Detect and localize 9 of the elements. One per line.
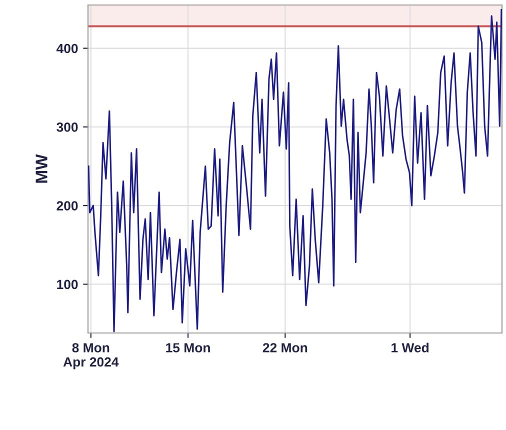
y-tick-label: 200: [56, 201, 78, 210]
y-axis-title: MW: [36, 154, 48, 183]
x-tick-label: 22 Mon: [262, 343, 308, 352]
y-tick-label: 400: [56, 44, 78, 54]
x-tick-label: 1 Wed: [392, 342, 429, 352]
y-tick-label: 300: [56, 122, 78, 132]
x-tick-label: 15 Mon: [166, 343, 210, 352]
x-tick-label: 8 Mon Apr 2024: [63, 343, 119, 370]
y-tick-label: 100: [57, 280, 78, 290]
